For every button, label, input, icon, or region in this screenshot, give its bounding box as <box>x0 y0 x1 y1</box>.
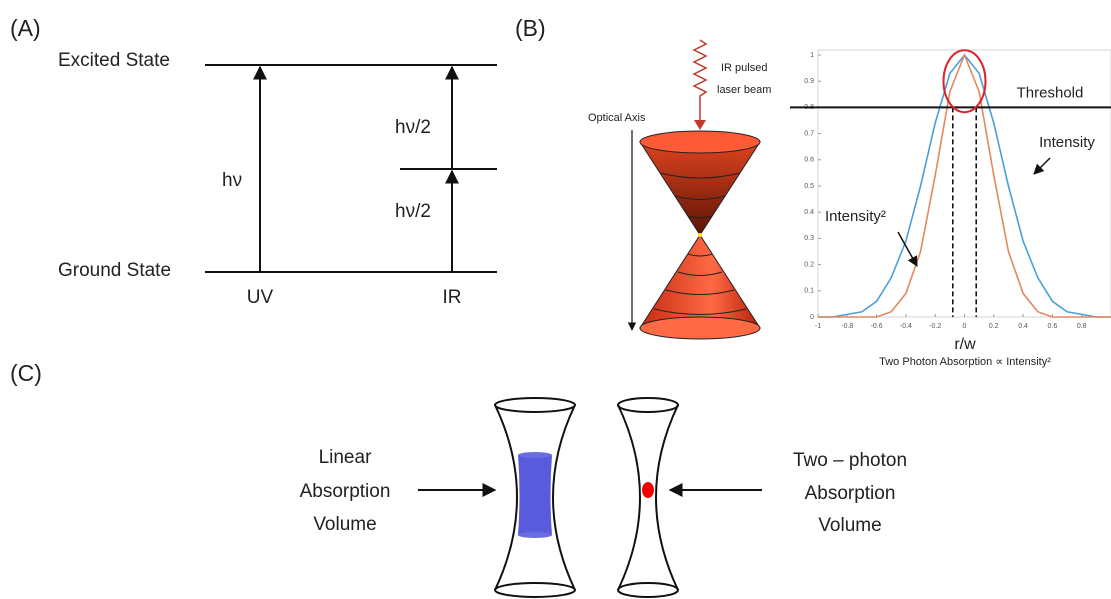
y-tick-label: 0.6 <box>804 157 814 164</box>
absorption-volume <box>518 455 552 535</box>
level-label: Excited State <box>58 50 170 71</box>
x-tick-label: -0.8 <box>841 323 853 330</box>
volume-edge <box>518 532 552 538</box>
level-label: Ground State <box>58 260 171 281</box>
x-tick-label: -0.4 <box>900 323 912 330</box>
x-axis-label: r/w <box>954 336 976 353</box>
x-tick-label: 0.2 <box>989 323 999 330</box>
label: Linear <box>319 447 372 468</box>
axis-label: UV <box>247 287 274 308</box>
beam-end <box>618 398 678 412</box>
threshold-label: Threshold <box>1017 84 1084 101</box>
label: Volume <box>818 515 881 536</box>
photon-label: hν <box>222 170 242 191</box>
beam-end <box>495 583 575 597</box>
y-tick-label: 0.4 <box>804 209 814 216</box>
label: Absorption <box>805 483 896 504</box>
focus <box>698 233 702 237</box>
axis-label: Optical Axis <box>588 112 646 124</box>
x-tick-label: 0.8 <box>1077 323 1087 330</box>
x-tick-label: -0.6 <box>871 323 883 330</box>
x-tick-label: 0 <box>963 323 967 330</box>
absorption-volume <box>642 482 654 498</box>
y-tick-label: 0.1 <box>804 288 814 295</box>
beam-label: IR pulsed <box>721 62 767 74</box>
y-tick-label: 0.5 <box>804 183 814 190</box>
y-tick-label: 1 <box>810 52 814 59</box>
y-tick-label: 0.2 <box>804 261 814 268</box>
axis-label: IR <box>443 287 462 308</box>
figure: (A) Excited State Ground State hν hν/2 h… <box>0 0 1111 599</box>
label: Volume <box>313 514 376 535</box>
photon-label: hν/2 <box>395 201 431 222</box>
y-tick-label: 0.7 <box>804 130 814 137</box>
laser-beam <box>694 40 706 122</box>
cone-bottom <box>640 317 760 339</box>
panel-label: (B) <box>515 15 546 41</box>
upper-cone <box>640 142 760 235</box>
label: Two – photon <box>793 450 907 471</box>
x-tick-label: -1 <box>815 323 821 330</box>
beam-label: laser beam <box>717 84 771 96</box>
cone-top <box>640 131 760 153</box>
series-label: Intensity² <box>825 208 886 225</box>
series-label: Intensity <box>1039 134 1095 151</box>
panel-label: (A) <box>10 15 41 41</box>
y-tick-label: 0.9 <box>804 78 814 85</box>
beam-arrowhead <box>694 120 706 130</box>
caption: Two Photon Absorption ∝ Intensity² <box>879 356 1051 368</box>
y-tick-label: 0 <box>810 314 814 321</box>
x-tick-label: 0.6 <box>1048 323 1058 330</box>
beam-end <box>618 583 678 597</box>
x-tick-label: 0.4 <box>1018 323 1028 330</box>
plot: 0 0.1 0.2 0.3 0.4 0.5 0.6 0.7 0.8 0.9 1 -1 -0.8 -0.6 -… <box>790 50 1111 368</box>
label: Absorption <box>300 481 391 502</box>
y-tick-label: 0.3 <box>804 235 814 242</box>
volume-edge <box>518 452 552 458</box>
photon-label: hν/2 <box>395 117 431 138</box>
panel-label: (C) <box>10 360 42 386</box>
beam-end <box>495 398 575 412</box>
x-tick-label: -0.2 <box>929 323 941 330</box>
